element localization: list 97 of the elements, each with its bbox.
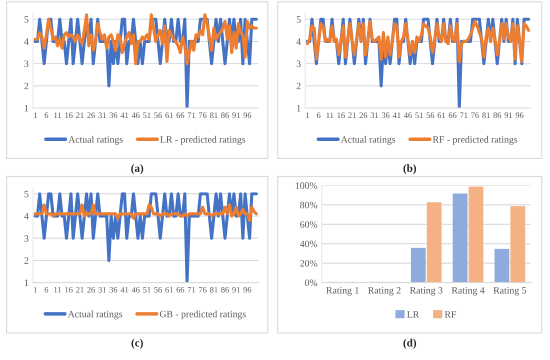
x-tick-label: 21 bbox=[76, 287, 84, 293]
legend-label: RF - predicted ratings bbox=[432, 136, 518, 145]
x-tick-label: 71 bbox=[460, 112, 468, 118]
y-tick-label: 20% bbox=[300, 260, 318, 267]
x-tick-label: 66 bbox=[176, 112, 184, 118]
y-tick-label: 3 bbox=[24, 60, 28, 68]
x-tick-label: 76 bbox=[199, 112, 207, 118]
x-tick-label: 16 bbox=[65, 287, 73, 293]
x-tick-label: 11 bbox=[54, 287, 62, 293]
x-tick-label: 31 bbox=[98, 287, 106, 293]
x-tick-label: 56 bbox=[154, 287, 162, 293]
y-tick-label: 4 bbox=[24, 38, 29, 45]
x-tick-label: 66 bbox=[448, 112, 457, 118]
x-tick-label: 56 bbox=[154, 112, 162, 118]
x-tick-label: 11 bbox=[326, 112, 334, 118]
x-tick-label: 21 bbox=[348, 112, 356, 118]
y-tick-label: 100% bbox=[296, 182, 318, 189]
legend-label: LR bbox=[407, 311, 420, 318]
x-tick-label: 46 bbox=[132, 287, 140, 293]
x-tick-label: 51 bbox=[143, 112, 151, 118]
x-tick-label: 6 bbox=[44, 287, 48, 293]
x-tick-label: 96 bbox=[243, 287, 252, 293]
y-tick-label: 1 bbox=[24, 280, 28, 286]
x-tick-label: Rating 1 bbox=[326, 287, 359, 296]
y-tick-label: 5 bbox=[24, 16, 28, 23]
x-tick-label: 36 bbox=[110, 112, 118, 118]
x-tick-label: 36 bbox=[110, 287, 118, 293]
y-tick-label: 80% bbox=[300, 202, 318, 208]
x-tick-label: Rating 3 bbox=[410, 287, 442, 296]
x-tick-label: 91 bbox=[504, 112, 512, 118]
legend-label: GB - predicted ratings bbox=[160, 310, 246, 320]
y-tick-label: 2 bbox=[24, 82, 28, 90]
y-tick-label: 0% bbox=[304, 280, 318, 286]
text: (b) bbox=[403, 164, 416, 174]
x-tick-label: 11 bbox=[54, 112, 62, 118]
x-tick-label: 91 bbox=[232, 287, 240, 293]
y-tick-label: 5 bbox=[296, 16, 301, 23]
x-tick-label: 66 bbox=[176, 287, 184, 293]
y-tick-label: 1 bbox=[297, 104, 300, 112]
x-tick-label: 61 bbox=[165, 112, 173, 118]
x-tick-label: 51 bbox=[143, 287, 151, 293]
y-tick-label: 1 bbox=[24, 104, 28, 112]
legend-label: LR - predicted ratings bbox=[160, 136, 246, 145]
legend-label: Actual ratings bbox=[340, 136, 396, 145]
x-tick-label: 21 bbox=[76, 112, 84, 118]
y-tick-label: 2 bbox=[24, 257, 28, 264]
x-tick-label: Rating 4 bbox=[452, 287, 485, 296]
x-tick-label: 16 bbox=[338, 112, 345, 118]
x-tick-label: Rating 5 bbox=[494, 287, 526, 296]
y-tick-label: 4 bbox=[296, 38, 301, 45]
x-tick-label: 61 bbox=[165, 287, 173, 293]
x-tick-label: 96 bbox=[243, 112, 252, 118]
x-tick-label: Rating 2 bbox=[368, 287, 401, 296]
legend-label: Actual ratings bbox=[68, 136, 123, 145]
legend-label: Actual ratings bbox=[68, 310, 122, 320]
x-tick-label: 36 bbox=[382, 112, 390, 118]
text: (a) bbox=[131, 164, 144, 174]
x-tick-label: 16 bbox=[65, 112, 73, 118]
x-tick-label: 6 bbox=[316, 112, 320, 118]
x-tick-label: 41 bbox=[120, 112, 128, 118]
x-tick-label: 61 bbox=[438, 112, 446, 118]
y-tick-label: 60% bbox=[300, 221, 318, 228]
x-tick-label: 81 bbox=[210, 287, 218, 293]
x-tick-label: 86 bbox=[221, 112, 229, 118]
x-tick-label: 96 bbox=[516, 112, 524, 118]
y-tick-label: 2 bbox=[296, 82, 301, 90]
x-tick-label: 46 bbox=[404, 112, 412, 118]
x-tick-label: 46 bbox=[132, 112, 140, 118]
x-tick-label: 26 bbox=[360, 112, 368, 118]
text: (c) bbox=[132, 338, 143, 349]
legend-label: RF bbox=[444, 311, 456, 318]
x-tick-label: 31 bbox=[98, 112, 106, 118]
y-tick-label: 3 bbox=[24, 235, 28, 242]
x-tick-label: 6 bbox=[44, 112, 48, 118]
x-tick-label: 71 bbox=[188, 112, 196, 118]
y-tick-label: 40% bbox=[300, 240, 318, 248]
x-tick-label: 26 bbox=[87, 112, 95, 118]
x-tick-label: 91 bbox=[232, 112, 240, 118]
text: (d) bbox=[403, 338, 416, 349]
x-tick-label: 41 bbox=[392, 112, 400, 118]
x-tick-label: 31 bbox=[370, 112, 378, 118]
x-tick-label: 71 bbox=[188, 287, 196, 293]
x-tick-label: 86 bbox=[493, 112, 502, 118]
y-tick-label: 3 bbox=[296, 60, 301, 68]
x-tick-label: 26 bbox=[87, 287, 95, 293]
x-tick-label: 41 bbox=[120, 287, 128, 293]
y-tick-label: 5 bbox=[24, 190, 28, 198]
x-tick-label: 81 bbox=[482, 112, 490, 118]
x-tick-label: 81 bbox=[210, 112, 218, 118]
y-tick-label: 4 bbox=[24, 213, 29, 220]
x-tick-label: 1 bbox=[34, 287, 37, 293]
x-tick-label: 86 bbox=[221, 287, 229, 293]
x-tick-label: 51 bbox=[415, 112, 423, 118]
x-tick-label: 76 bbox=[471, 112, 479, 118]
x-tick-label: 1 bbox=[34, 112, 37, 118]
x-tick-label: 56 bbox=[426, 112, 434, 118]
x-tick-label: 76 bbox=[199, 287, 207, 293]
